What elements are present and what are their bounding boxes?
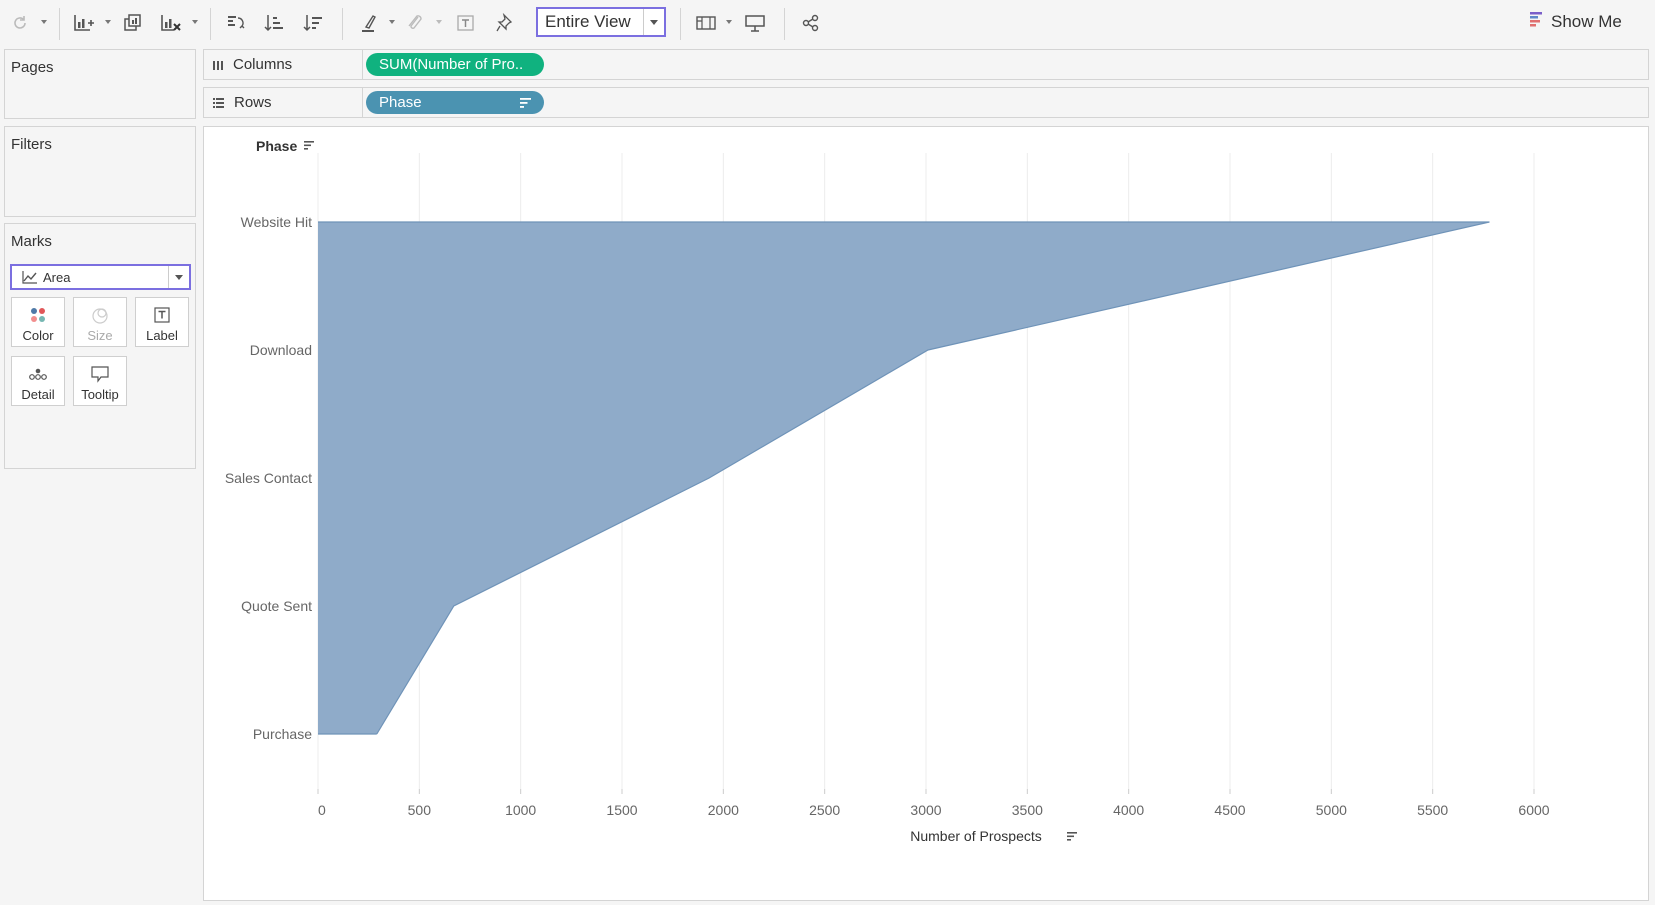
new-worksheet-dropdown-caret[interactable] — [105, 20, 111, 24]
toolbar-separator — [210, 8, 211, 40]
rows-label: Rows — [234, 94, 272, 111]
columns-label: Columns — [233, 56, 293, 73]
detail-button[interactable]: Detail — [11, 356, 65, 406]
label-icon — [153, 304, 171, 326]
clear-sheet-dropdown-caret[interactable] — [192, 20, 198, 24]
rows-pill-label: Phase — [379, 94, 422, 111]
show-labels-icon[interactable] — [454, 10, 478, 36]
marks-title: Marks — [11, 233, 52, 250]
mark-type-value: Area — [43, 269, 71, 285]
marks-card: Marks Area Color Size Label Detail — [4, 223, 196, 469]
tooltip-icon — [90, 363, 110, 385]
label-button[interactable]: Label — [135, 297, 189, 347]
columns-shelf-header: Columns — [204, 50, 363, 79]
refresh-icon[interactable] — [9, 10, 31, 36]
rows-shelf[interactable]: Rows Phase — [203, 87, 1649, 118]
sort-ascending-icon[interactable] — [262, 10, 286, 36]
highlight-icon[interactable] — [357, 10, 381, 36]
show-me-label: Show Me — [1551, 11, 1622, 31]
show-cards-dropdown-caret[interactable] — [726, 20, 732, 24]
x-tick-label: 4000 — [1113, 802, 1144, 818]
group-dropdown-caret[interactable] — [436, 20, 442, 24]
share-icon[interactable] — [799, 10, 823, 36]
rows-shelf-header: Rows — [204, 88, 363, 117]
chevron-down-icon[interactable] — [168, 266, 189, 288]
y-category-label[interactable]: Download — [250, 342, 312, 358]
columns-icon — [212, 59, 224, 71]
columns-pill-label: SUM(Number of Pro.. — [379, 56, 524, 73]
group-members-icon[interactable] — [403, 10, 427, 36]
x-tick-label: 1000 — [505, 802, 536, 818]
x-axis-title[interactable]: Number of Prospects — [910, 828, 1042, 844]
show-cards-icon[interactable] — [694, 10, 718, 36]
columns-shelf[interactable]: Columns SUM(Number of Pro.. — [203, 49, 1649, 80]
rows-icon — [212, 97, 225, 109]
y-axis-labels: Website Hit Download Sales Contact Quote Se… — [225, 214, 312, 742]
tooltip-label: Tooltip — [81, 387, 119, 402]
duplicate-sheet-icon[interactable] — [121, 10, 145, 36]
size-icon — [90, 304, 110, 326]
x-tick-label: 3000 — [910, 802, 941, 818]
x-axis-ticks: 0 500 1000 1500 2000 2500 3000 3500 4000 4500 5000… — [317, 789, 1550, 818]
toolbar-separator — [784, 8, 785, 40]
x-tick-label: 3500 — [1012, 802, 1043, 818]
toolbar: Entire View Show Me — [0, 0, 1655, 46]
y-category-label[interactable]: Purchase — [253, 726, 312, 742]
highlight-dropdown-caret[interactable] — [389, 20, 395, 24]
tooltip-button[interactable]: Tooltip — [73, 356, 127, 406]
new-worksheet-icon[interactable] — [72, 10, 96, 36]
area-chart-icon — [22, 270, 38, 284]
detail-label: Detail — [21, 387, 55, 402]
clear-sheet-icon[interactable] — [159, 10, 183, 36]
y-header-sort-icon[interactable] — [304, 141, 314, 150]
pin-icon[interactable] — [493, 10, 517, 36]
pages-card[interactable]: Pages — [4, 49, 196, 119]
y-header-label[interactable]: Phase — [256, 138, 297, 154]
toolbar-separator — [59, 8, 60, 40]
y-category-label[interactable]: Website Hit — [241, 214, 312, 230]
filters-card[interactable]: Filters — [4, 126, 196, 217]
area-layer — [318, 221, 1490, 735]
color-label: Color — [22, 328, 54, 343]
x-tick-label: 2000 — [708, 802, 739, 818]
x-tick-label: 1500 — [606, 802, 637, 818]
toolbar-separator — [680, 8, 681, 40]
swap-axes-icon[interactable] — [224, 10, 248, 36]
detail-icon — [28, 363, 48, 385]
show-me-icon — [1530, 11, 1544, 32]
show-me-button[interactable]: Show Me — [1530, 11, 1622, 32]
presentation-mode-icon[interactable] — [743, 10, 767, 36]
rows-pill[interactable]: Phase — [366, 91, 544, 114]
filters-title: Filters — [11, 136, 52, 153]
columns-pill[interactable]: SUM(Number of Pro.. — [366, 53, 544, 76]
x-tick-label: 5000 — [1316, 802, 1347, 818]
color-button[interactable]: Color — [11, 297, 65, 347]
x-tick-label: 0 — [318, 802, 326, 818]
sort-descending-icon[interactable] — [301, 10, 325, 36]
y-category-label[interactable]: Quote Sent — [241, 598, 312, 614]
x-tick-label: 6000 — [1518, 802, 1549, 818]
fit-select[interactable]: Entire View — [536, 7, 666, 37]
x-tick-label: 4500 — [1214, 802, 1245, 818]
refresh-dropdown-caret[interactable] — [41, 20, 47, 24]
funnel-area-chart: Phase Website Hit Download Sales Contact Qu… — [225, 138, 1550, 844]
chevron-down-icon[interactable] — [643, 9, 664, 35]
mark-type-select[interactable]: Area — [10, 264, 191, 290]
x-axis-sort-icon[interactable] — [1067, 832, 1077, 841]
x-tick-label: 2500 — [809, 802, 840, 818]
y-category-label[interactable]: Sales Contact — [225, 470, 312, 486]
color-icon — [29, 304, 47, 326]
sort-icon[interactable] — [520, 97, 532, 108]
label-label: Label — [146, 328, 178, 343]
toolbar-separator — [342, 8, 343, 40]
fit-select-value: Entire View — [545, 12, 631, 31]
x-tick-label: 5500 — [1417, 802, 1448, 818]
size-button[interactable]: Size — [73, 297, 127, 347]
x-tick-label: 500 — [408, 802, 432, 818]
area-mark[interactable] — [318, 222, 1490, 734]
size-label: Size — [87, 328, 113, 343]
chart-view: Phase Website Hit Download Sales Contact Qu… — [203, 126, 1649, 901]
pages-title: Pages — [11, 59, 54, 76]
